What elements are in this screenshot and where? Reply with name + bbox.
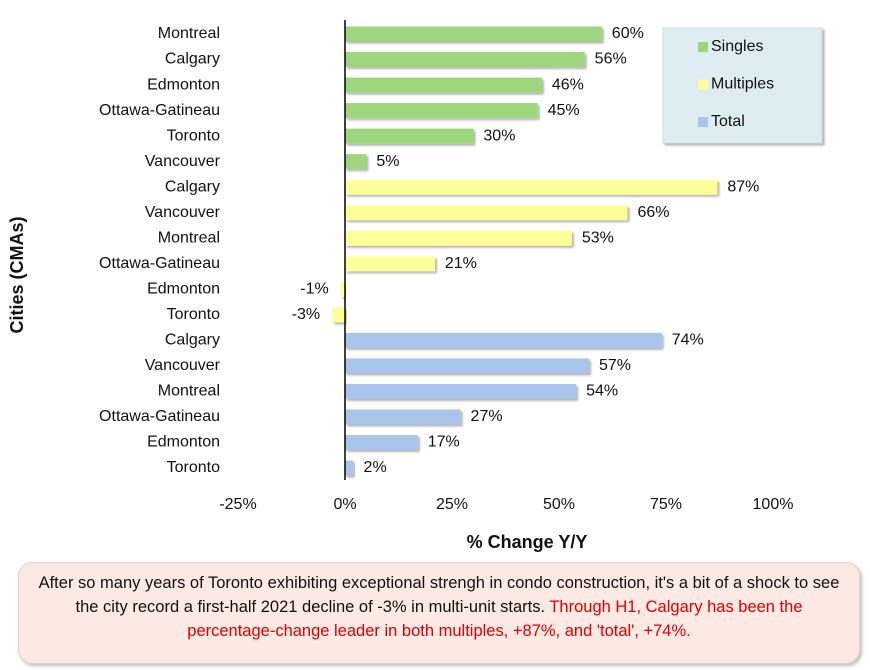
bar	[345, 332, 662, 348]
value-label: 74%	[672, 332, 704, 349]
value-label: -3%	[292, 306, 320, 323]
bar	[345, 230, 572, 246]
value-label: -1%	[300, 281, 328, 298]
legend-label: Singles	[711, 38, 763, 55]
y-tick-label: Vancouver	[145, 204, 221, 221]
x-tick-label: 50%	[543, 496, 575, 513]
value-label: 45%	[548, 102, 580, 119]
x-tick-label: -25%	[219, 496, 256, 513]
value-label: 2%	[364, 459, 387, 476]
legend-label: Total	[711, 113, 745, 130]
legend-swatch	[698, 42, 708, 52]
y-tick-label: Calgary	[165, 332, 220, 349]
value-label: 46%	[552, 76, 584, 93]
y-tick-label: Montreal	[158, 383, 220, 400]
legend-box	[662, 27, 823, 144]
y-tick-label: Ottawa-Gatineau	[99, 102, 220, 119]
bar	[345, 358, 589, 374]
bar	[345, 26, 602, 42]
bar	[345, 383, 577, 399]
y-tick-label: Edmonton	[147, 76, 220, 93]
bar	[345, 434, 418, 450]
value-label: 66%	[637, 204, 669, 221]
bar	[345, 409, 461, 425]
bar	[345, 256, 435, 272]
value-label: 56%	[595, 51, 627, 68]
x-axis-title: % Change Y/Y	[467, 532, 588, 552]
legend-swatch	[698, 79, 708, 90]
caption: After so many years of Toronto exhibitin…	[18, 562, 860, 664]
bar	[345, 77, 542, 93]
caption-highlight: Through H1, Calgary has been the percent…	[187, 598, 803, 640]
legend-label: Multiples	[711, 76, 774, 93]
y-tick-label: Calgary	[165, 178, 220, 195]
bar	[345, 128, 474, 144]
bar	[345, 460, 354, 476]
value-label: 17%	[428, 434, 460, 451]
y-tick-label: Vancouver	[145, 153, 221, 170]
bar	[345, 205, 628, 221]
y-tick-label: Montreal	[158, 229, 220, 246]
y-tick-label: Edmonton	[147, 281, 220, 298]
value-label: 57%	[599, 357, 631, 374]
value-label: 60%	[612, 25, 644, 42]
bar	[345, 179, 718, 195]
legend-swatch	[698, 117, 708, 127]
value-label: 21%	[445, 255, 477, 272]
y-tick-label: Toronto	[167, 306, 220, 323]
caption-text: After so many years of Toronto exhibitin…	[38, 574, 840, 616]
y-tick-label: Toronto	[167, 127, 220, 144]
y-tick-label: Vancouver	[145, 357, 221, 374]
x-tick-label: 0%	[333, 496, 356, 513]
value-label: 5%	[376, 153, 399, 170]
x-tick-label: 100%	[753, 496, 794, 513]
bar	[345, 52, 585, 68]
chart: Cities (CMAs) % Change Y/Y -25% 0% 25% 50% 7…	[7, 20, 823, 552]
value-label: 54%	[586, 383, 618, 400]
y-tick-label: Calgary	[165, 51, 220, 68]
y-tick-label: Edmonton	[147, 434, 220, 451]
value-label: 53%	[582, 229, 614, 246]
y-tick-label: Montreal	[158, 25, 220, 42]
y-axis-title: Cities (CMAs)	[7, 216, 27, 333]
value-label: 27%	[471, 408, 503, 425]
value-label: 87%	[727, 178, 759, 195]
bar	[345, 154, 367, 170]
x-tick-label: 75%	[650, 496, 682, 513]
bar	[332, 307, 345, 323]
x-tick-label: 25%	[436, 496, 468, 513]
bar	[345, 103, 538, 119]
bar	[340, 281, 345, 297]
y-tick-label: Ottawa-Gatineau	[99, 408, 220, 425]
value-label: 30%	[483, 127, 515, 144]
y-tick-label: Toronto	[167, 459, 220, 476]
y-tick-label: Ottawa-Gatineau	[99, 255, 220, 272]
